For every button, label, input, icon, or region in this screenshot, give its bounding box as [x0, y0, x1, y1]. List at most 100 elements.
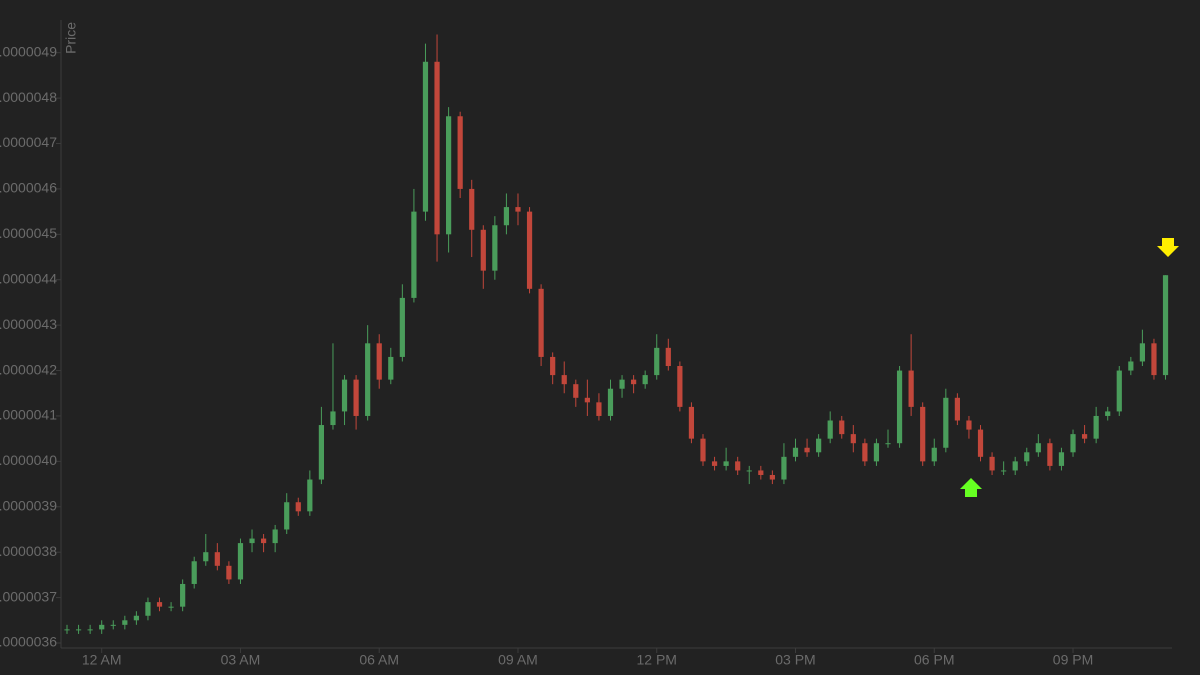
- candle-body: [1035, 443, 1041, 453]
- x-tick-label: 12 PM: [637, 652, 677, 668]
- candle-body: [133, 615, 139, 621]
- candle-body: [746, 470, 752, 472]
- candle-body: [943, 397, 949, 448]
- candle-body: [168, 606, 174, 608]
- candle-body: [110, 624, 116, 626]
- candle-body: [1012, 461, 1018, 471]
- candle-body: [735, 461, 741, 471]
- candle-body: [1128, 361, 1134, 371]
- x-tick-label: 12 AM: [82, 652, 122, 668]
- candle-body: [1105, 411, 1111, 416]
- candle-body: [885, 443, 891, 445]
- candle-body: [307, 479, 313, 512]
- candle-body: [688, 406, 695, 439]
- candle-body: [1162, 275, 1169, 376]
- candle-body: [550, 356, 556, 376]
- x-tick-label: 06 AM: [359, 652, 399, 668]
- candle-body: [203, 552, 209, 562]
- x-tick-label: 06 PM: [914, 652, 954, 668]
- candle-body: [376, 343, 382, 380]
- candle-body: [515, 207, 521, 212]
- candle-body: [492, 225, 498, 271]
- candle-body: [353, 379, 359, 416]
- candle-body: [596, 402, 602, 416]
- candle-body: [260, 538, 267, 544]
- x-tick-label: 03 AM: [221, 652, 261, 668]
- candle-body: [434, 61, 440, 235]
- candle-body: [64, 629, 70, 631]
- candle-body: [1070, 434, 1076, 453]
- candle-body: [619, 379, 625, 389]
- buy-arrow: [960, 478, 982, 497]
- candle-body: [607, 388, 614, 416]
- y-tick-label: 0.0000048: [0, 89, 57, 105]
- candle-body: [931, 447, 937, 462]
- sell-arrow: [1157, 238, 1179, 257]
- candle-body: [480, 229, 486, 271]
- candle-body: [642, 375, 648, 385]
- candle-body: [1024, 452, 1030, 462]
- y-tick-label: 0.0000040: [0, 452, 57, 468]
- candle-body: [469, 188, 475, 230]
- candle-body: [330, 411, 336, 426]
- candle-body: [769, 474, 775, 480]
- y-tick-label: 0.0000041: [0, 407, 57, 423]
- candle-body: [584, 397, 590, 403]
- candle-body: [989, 456, 995, 471]
- candles: [64, 34, 1169, 634]
- candle-body: [388, 356, 394, 380]
- candle-body: [284, 502, 290, 530]
- candle-body: [1058, 452, 1065, 466]
- candle-body: [896, 370, 903, 444]
- candle-body: [561, 375, 567, 385]
- candle-body: [99, 624, 105, 630]
- candle-body: [711, 461, 718, 466]
- candle-body: [503, 207, 510, 226]
- candle-body: [816, 438, 822, 453]
- candle-body: [295, 502, 301, 512]
- candle-body: [341, 379, 348, 412]
- candle-body: [827, 420, 833, 439]
- y-tick-label: 0.0000042: [0, 361, 57, 377]
- candle-body: [457, 116, 463, 189]
- candle-body: [700, 438, 706, 462]
- y-tick-label: 0.0000039: [0, 497, 57, 513]
- candle-body: [75, 629, 82, 631]
- candle-body: [758, 470, 764, 475]
- x-tick-label: 03 PM: [775, 652, 815, 668]
- candle-body: [1047, 443, 1053, 466]
- candle-body: [850, 434, 856, 444]
- candle-body: [226, 565, 232, 580]
- candle-body: [214, 552, 220, 566]
- candle-body: [145, 602, 151, 616]
- candle-body: [1001, 470, 1007, 472]
- candle-body: [908, 370, 914, 407]
- y-tick-label: 0.0000046: [0, 180, 57, 196]
- candle-body: [237, 543, 244, 580]
- candle-body: [180, 583, 186, 607]
- candle-body: [677, 366, 683, 407]
- candle-body: [526, 211, 533, 289]
- candle-body: [665, 347, 671, 367]
- candle-body: [1151, 343, 1157, 376]
- candle-body: [573, 384, 579, 398]
- x-tick-label: 09 PM: [1053, 652, 1093, 668]
- candle-body: [445, 116, 452, 235]
- candle-body: [804, 447, 810, 453]
- candle-body: [1139, 343, 1145, 362]
- candle-body: [1093, 415, 1099, 439]
- y-tick-label: 0.0000043: [0, 316, 57, 332]
- candle-body: [318, 425, 325, 480]
- y-tick-label: 0.0000044: [0, 270, 57, 286]
- y-tick-label: 0.0000049: [0, 43, 57, 59]
- candle-body: [538, 288, 544, 357]
- x-tick-label: 09 AM: [498, 652, 538, 668]
- y-tick-label: 0.0000037: [0, 588, 57, 604]
- candle-body: [723, 461, 729, 466]
- candle-body: [654, 347, 660, 376]
- y-tick-label: 0.0000038: [0, 543, 57, 559]
- candle-body: [839, 420, 845, 435]
